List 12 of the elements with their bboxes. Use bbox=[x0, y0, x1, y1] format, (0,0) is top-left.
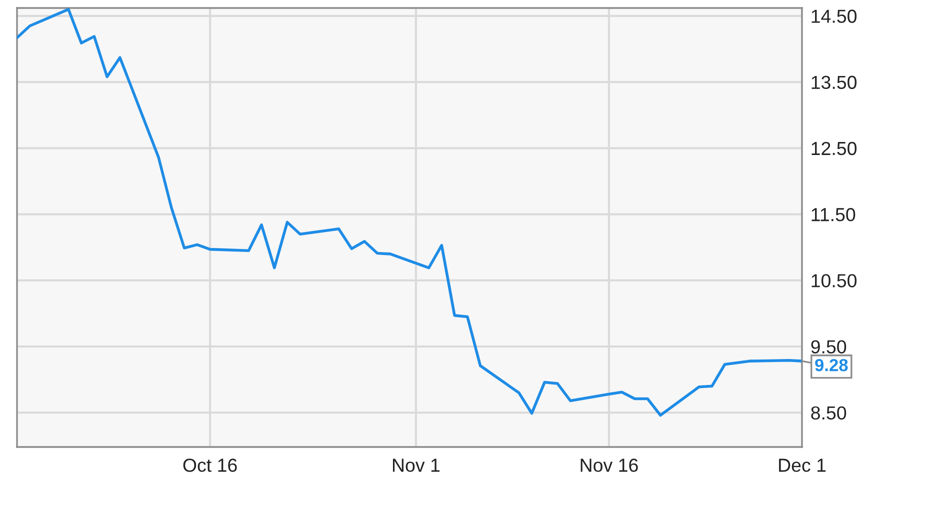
y-tick-label: 12.50 bbox=[812, 142, 857, 156]
y-tick-label: 8.50 bbox=[811, 406, 846, 420]
x-tick-label: Dec 1 bbox=[779, 458, 826, 472]
y-tick-label: 9.50 bbox=[811, 340, 846, 354]
annotation: 9.28 bbox=[815, 358, 848, 372]
y-tick-label: 14.50 bbox=[812, 10, 857, 23]
y-tick-label: 11.50 bbox=[812, 208, 856, 222]
x-tick-label: Oct 16 bbox=[183, 458, 237, 472]
x-tick-label: Nov 16 bbox=[580, 458, 638, 472]
y-tick-label: 13.50 bbox=[812, 76, 857, 90]
x-tick-label: Nov 1 bbox=[392, 458, 440, 472]
y-tick-label: 10.50 bbox=[812, 274, 857, 288]
